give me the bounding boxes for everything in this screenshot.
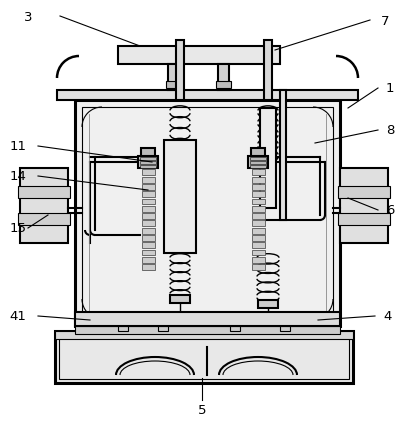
Bar [142,257,155,263]
Bar [142,221,155,227]
Text: 7: 7 [381,14,389,28]
Bar [118,326,128,331]
Text: 3: 3 [24,11,32,24]
Bar [142,236,155,241]
Bar [55,331,353,339]
Bar [18,187,70,198]
Text: 6: 6 [386,204,394,217]
Bar [251,206,264,212]
Text: 5: 5 [198,403,206,417]
Bar [338,187,390,198]
Bar [230,326,240,331]
Bar [248,157,268,169]
Bar [142,199,155,205]
Bar [142,214,155,219]
Bar [75,326,340,334]
Bar [250,166,266,169]
Bar [251,192,264,198]
Bar [251,250,264,256]
Bar [250,158,266,161]
Bar [142,184,155,191]
Bar [142,243,155,249]
Text: 41: 41 [9,310,27,323]
Bar [164,141,196,254]
Bar [140,166,156,169]
Text: 1: 1 [386,82,394,95]
Bar [251,170,264,176]
Bar [166,82,181,89]
Bar [251,148,265,157]
Bar [264,41,272,101]
Bar [142,192,155,198]
Bar [20,169,68,244]
Bar [251,214,264,219]
Bar [142,228,155,234]
Bar [18,213,70,226]
Bar [340,169,388,244]
Bar [280,91,286,220]
Bar [142,265,155,270]
Bar [170,295,190,303]
Bar [142,206,155,212]
Bar [251,243,264,249]
Bar [55,331,353,383]
Bar [142,170,155,176]
Bar [251,177,264,183]
Text: 4: 4 [384,310,392,323]
Bar [258,300,278,308]
Bar [218,65,229,91]
Text: 8: 8 [386,124,394,137]
Text: 15: 15 [9,222,27,235]
Bar [250,162,266,165]
Bar [216,82,231,89]
Bar [57,91,358,101]
Bar [251,199,264,205]
Bar [140,158,156,161]
Bar [260,109,276,208]
Bar [142,177,155,183]
Bar [118,47,280,65]
Bar [141,148,155,157]
Bar [140,162,156,165]
Bar [75,312,340,326]
Bar [168,65,179,91]
Bar [59,335,349,379]
Bar [251,265,264,270]
Bar [138,157,158,169]
Bar [251,228,264,234]
Bar [251,184,264,191]
Bar [251,236,264,241]
Bar [176,41,184,101]
Bar [158,326,168,331]
Bar [280,326,290,331]
Bar [75,101,340,326]
Bar [82,108,333,319]
Text: 11: 11 [9,140,27,153]
Text: 14: 14 [9,170,27,183]
Bar [142,250,155,256]
Bar [338,213,390,226]
Bar [251,221,264,227]
Bar [251,257,264,263]
